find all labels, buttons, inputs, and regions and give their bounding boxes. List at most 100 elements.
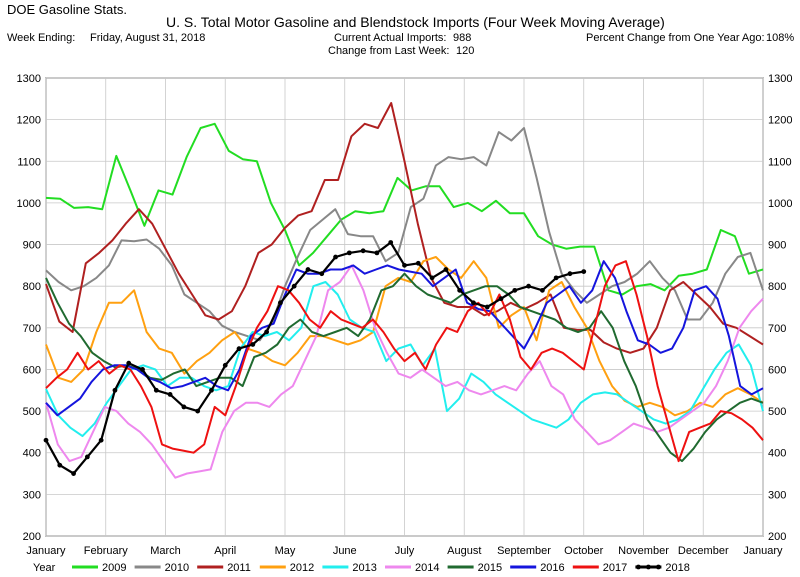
y-tick-label-left: 400	[23, 448, 41, 460]
series-line-2012	[45, 256, 764, 417]
data-point-2018	[402, 262, 407, 268]
legend-label-2012: 2012	[290, 562, 314, 574]
data-point-2018	[57, 462, 63, 468]
x-tick-label: October	[564, 545, 603, 557]
week-ending-value: Friday, August 31, 2018	[90, 32, 206, 44]
data-point-2018	[346, 250, 352, 256]
data-point-2018	[126, 360, 132, 366]
change-value: 120	[456, 45, 475, 57]
y-tick-label-right: 400	[768, 448, 786, 460]
data-point-2018	[236, 346, 242, 352]
y-tick-label-left: 700	[23, 323, 41, 335]
y-tick-label-left: 1000	[17, 198, 41, 210]
data-point-2018	[388, 240, 394, 245]
legend-label-2018: 2018	[665, 562, 689, 574]
y-tick-label-left: 500	[23, 406, 41, 418]
data-point-2018	[153, 387, 159, 393]
y-tick-label-right: 1000	[768, 198, 792, 210]
data-point-2018	[374, 250, 380, 256]
data-point-2018	[140, 367, 145, 372]
data-point-2018	[471, 300, 476, 306]
x-tick-label: April	[214, 545, 236, 557]
data-point-2018	[98, 437, 104, 443]
x-tick-label: September	[497, 545, 551, 557]
data-point-2018	[415, 260, 421, 266]
series-line-2014	[45, 264, 764, 479]
pct-change-value: 108%	[766, 32, 795, 44]
change-label: Change from Last Week:	[328, 45, 450, 57]
data-point-2018	[484, 304, 490, 310]
y-tick-label-left: 1100	[17, 156, 41, 168]
series-line-2011	[45, 102, 764, 354]
data-point-2018	[209, 387, 214, 393]
data-point-2018	[305, 267, 311, 272]
data-point-2018	[250, 342, 256, 347]
legend-label-2011: 2011	[227, 562, 251, 574]
y-tick-label-left: 300	[23, 489, 41, 501]
data-point-2018	[526, 283, 531, 289]
y-tick-label-right: 1200	[768, 115, 792, 127]
week-ending-label: Week Ending:	[7, 32, 76, 44]
current-imports-label: Current Actual Imports:	[334, 32, 447, 44]
y-tick-label-right: 600	[768, 364, 786, 376]
legend-label-2017: 2017	[603, 562, 627, 574]
x-tick-label: August	[447, 545, 481, 557]
data-point-2018	[512, 287, 518, 293]
series-line-2009	[45, 122, 764, 296]
series-line-2013	[45, 281, 764, 438]
legend-marker-2018	[636, 564, 641, 570]
data-point-2018	[291, 283, 297, 289]
data-point-2018	[457, 287, 463, 293]
x-tick-label: July	[395, 545, 415, 557]
data-point-2018	[264, 329, 270, 335]
x-tick-label: June	[333, 545, 357, 557]
series-line-2017	[45, 260, 764, 463]
x-tick-label: February	[84, 545, 129, 557]
x-tick-label: May	[275, 545, 296, 557]
y-tick-label-left: 900	[23, 240, 41, 252]
data-point-2018	[195, 408, 201, 414]
data-point-2018	[498, 296, 504, 302]
x-tick-label: March	[150, 545, 181, 557]
legend-marker-2018	[656, 564, 661, 570]
data-point-2018	[333, 254, 338, 260]
data-point-2018	[43, 437, 49, 443]
y-tick-label-right: 1100	[768, 156, 792, 168]
y-tick-label-right: 700	[768, 323, 786, 335]
data-point-2018	[71, 471, 76, 476]
data-point-2018	[429, 275, 435, 281]
y-tick-label-right: 500	[768, 406, 786, 418]
series-line-2016	[45, 260, 764, 417]
legend-label-2013: 2013	[352, 562, 376, 574]
x-tick-label: January	[26, 545, 66, 557]
data-point-2018	[319, 271, 325, 277]
chart-title: U. S. Total Motor Gasoline and Blendstoc…	[166, 14, 665, 30]
legend-label-2015: 2015	[478, 562, 502, 574]
data-point-2018	[581, 269, 587, 275]
data-point-2018	[278, 300, 283, 306]
y-tick-label-left: 1200	[17, 115, 41, 127]
x-tick-label: January	[743, 545, 783, 557]
legend-label-2016: 2016	[540, 562, 564, 574]
series-line-2015	[45, 272, 764, 463]
data-point-2018	[443, 267, 449, 272]
pct-change-label: Percent Change from One Year Ago:	[586, 32, 765, 44]
legend-title: Year	[33, 562, 56, 574]
y-tick-label-right: 800	[768, 281, 786, 293]
legend-label-2010: 2010	[165, 562, 189, 574]
y-tick-label-right: 900	[768, 240, 786, 252]
y-tick-label-right: 300	[768, 489, 786, 501]
x-tick-label: December	[678, 545, 729, 557]
app-title: DOE Gasoline Stats.	[7, 2, 127, 17]
y-tick-label-right: 1300	[768, 73, 792, 85]
y-tick-label-left: 1300	[17, 73, 41, 85]
y-tick-label-left: 800	[23, 281, 41, 293]
data-point-2018	[84, 454, 90, 460]
data-point-2018	[167, 392, 173, 397]
current-imports-value: 988	[453, 32, 472, 44]
y-tick-label-left: 200	[23, 531, 41, 543]
legend-marker-2018	[646, 564, 651, 570]
data-point-2018	[539, 287, 545, 293]
data-point-2018	[112, 387, 118, 393]
y-tick-label-left: 600	[23, 364, 41, 376]
